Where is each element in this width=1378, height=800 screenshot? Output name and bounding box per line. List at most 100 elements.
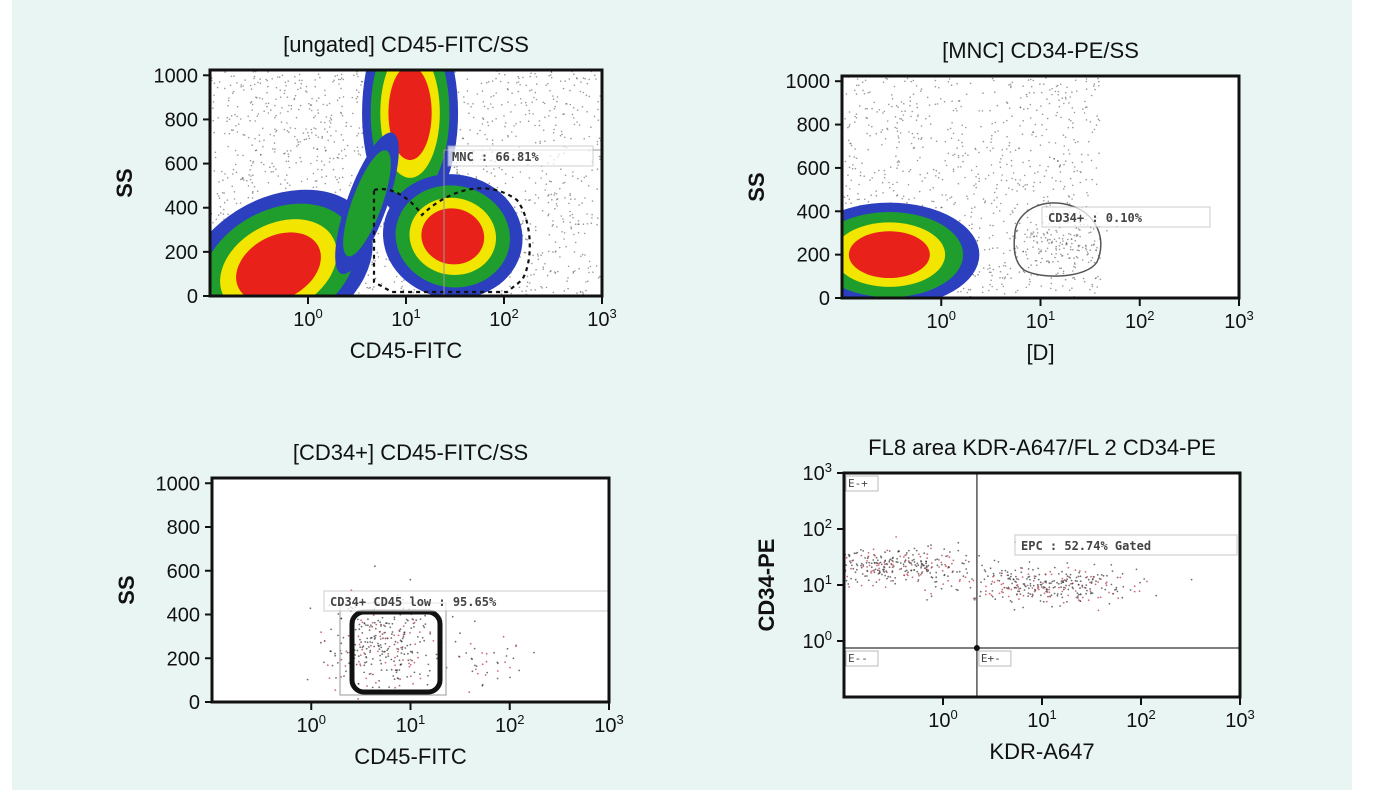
event-dot bbox=[934, 581, 936, 583]
event-dot bbox=[886, 549, 889, 552]
event-dot bbox=[837, 580, 839, 582]
event-dot bbox=[212, 119, 214, 122]
event-dot bbox=[998, 210, 1001, 212]
event-dot bbox=[429, 631, 432, 633]
event-dot bbox=[981, 291, 984, 294]
event-dot bbox=[902, 195, 905, 197]
event-dot bbox=[222, 213, 225, 215]
event-dot bbox=[547, 213, 550, 215]
event-dot bbox=[967, 288, 970, 291]
event-dot bbox=[930, 592, 932, 595]
event-dot bbox=[859, 171, 862, 174]
event-dot bbox=[1097, 77, 1099, 80]
event-dot bbox=[861, 162, 863, 164]
event-dot bbox=[909, 96, 911, 98]
event-dot bbox=[373, 286, 375, 288]
event-dot bbox=[864, 575, 866, 577]
event-dot bbox=[534, 202, 536, 204]
event-dot bbox=[358, 91, 360, 94]
event-dot bbox=[472, 103, 474, 105]
event-dot bbox=[947, 152, 950, 155]
event-dot bbox=[1068, 153, 1071, 155]
event-dot bbox=[901, 110, 903, 113]
event-dot bbox=[870, 572, 872, 574]
event-dot bbox=[1155, 594, 1158, 597]
event-dot bbox=[343, 675, 345, 677]
event-dot bbox=[915, 549, 918, 552]
event-dot bbox=[993, 199, 995, 201]
event-dot bbox=[286, 130, 289, 132]
event-dot bbox=[990, 594, 993, 596]
event-dot bbox=[411, 650, 413, 653]
event-dot bbox=[846, 575, 849, 578]
event-dot bbox=[878, 569, 881, 572]
event-dot bbox=[910, 142, 913, 145]
event-dot bbox=[1009, 83, 1012, 86]
event-dot bbox=[515, 645, 517, 648]
event-dot bbox=[324, 182, 327, 185]
event-dot bbox=[1042, 232, 1045, 235]
event-dot bbox=[845, 564, 848, 566]
event-dot bbox=[1064, 96, 1067, 99]
event-dot bbox=[459, 632, 461, 635]
event-dot bbox=[847, 583, 850, 585]
event-dot bbox=[860, 562, 863, 565]
event-dot bbox=[848, 166, 851, 169]
event-dot bbox=[994, 121, 997, 124]
mnc-gate bbox=[372, 187, 531, 294]
event-dot bbox=[596, 188, 598, 190]
event-dot bbox=[585, 175, 587, 177]
event-dot bbox=[552, 220, 554, 222]
event-dot bbox=[381, 633, 384, 635]
event-dot bbox=[1089, 288, 1091, 291]
event-dot bbox=[274, 104, 276, 107]
event-dot bbox=[500, 293, 503, 295]
event-dot bbox=[523, 251, 525, 254]
event-dot bbox=[896, 130, 899, 132]
event-dot bbox=[330, 628, 332, 631]
event-dot bbox=[932, 200, 935, 203]
event-dot bbox=[961, 562, 964, 565]
event-dot bbox=[1045, 169, 1047, 172]
event-dot bbox=[1085, 576, 1087, 579]
event-dot bbox=[298, 73, 301, 76]
event-dot bbox=[378, 686, 381, 689]
event-dot bbox=[569, 210, 571, 213]
event-dot bbox=[317, 168, 319, 171]
event-dot bbox=[242, 154, 244, 157]
event-dot bbox=[299, 104, 302, 107]
event-dot bbox=[402, 659, 404, 661]
event-dot bbox=[480, 82, 483, 85]
y-tick-label: 200 bbox=[797, 245, 830, 267]
event-dot bbox=[228, 133, 231, 135]
event-dot bbox=[251, 197, 254, 199]
event-dot bbox=[868, 561, 871, 564]
event-dot bbox=[423, 639, 426, 642]
event-dot bbox=[485, 652, 488, 655]
event-dot bbox=[1016, 203, 1019, 206]
event-dot bbox=[314, 85, 317, 88]
event-dot bbox=[493, 168, 495, 170]
event-dot bbox=[250, 175, 252, 177]
event-dot bbox=[1090, 592, 1092, 595]
event-dot bbox=[528, 282, 531, 284]
event-dot bbox=[591, 213, 593, 216]
event-dot bbox=[588, 95, 591, 98]
event-dot bbox=[1110, 564, 1113, 566]
event-dot bbox=[1023, 108, 1025, 110]
event-dot bbox=[591, 200, 594, 202]
event-dot bbox=[910, 562, 912, 564]
event-dot bbox=[563, 113, 565, 115]
event-dot bbox=[958, 570, 961, 573]
event-dot bbox=[436, 657, 438, 660]
event-dot bbox=[544, 262, 546, 265]
event-dot bbox=[955, 588, 958, 591]
event-dot bbox=[1082, 108, 1084, 110]
event-dot bbox=[848, 198, 851, 200]
event-dot bbox=[825, 559, 827, 561]
event-dot bbox=[361, 632, 364, 634]
event-dot bbox=[1053, 592, 1056, 595]
event-dot bbox=[1105, 584, 1108, 587]
event-dot bbox=[250, 88, 253, 90]
event-dot bbox=[1096, 286, 1098, 288]
